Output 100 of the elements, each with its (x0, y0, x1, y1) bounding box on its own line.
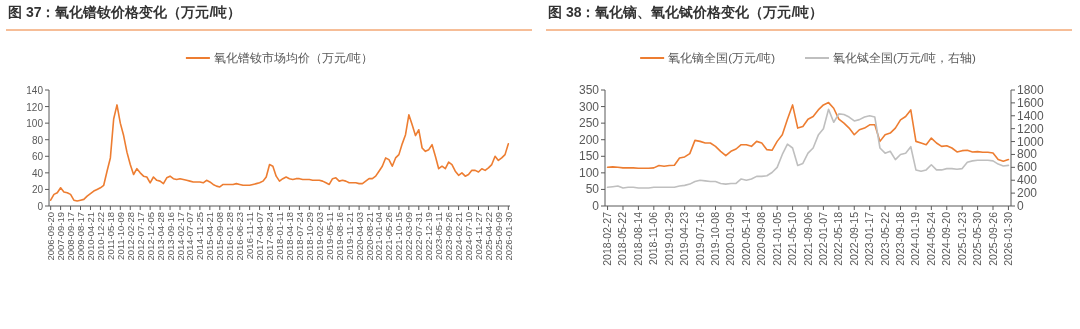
x-tick-label: 2023-09-18 (894, 211, 907, 266)
x-tick-label: 2024-07-10 (463, 212, 475, 261)
x-tick-label: 2014-02-17 (174, 212, 186, 261)
x-tick-label: 2023-09-26 (443, 212, 455, 261)
x-tick-label: 2017-08-24 (264, 212, 276, 261)
y-tick-label: 60 (31, 151, 44, 163)
y-tick-label: 0 (592, 199, 600, 213)
x-tick-label: 2020-08-21 (363, 212, 375, 261)
x-tick-label: 2021-01-04 (373, 212, 385, 261)
x-tick-label: 2021-05-26 (383, 212, 395, 261)
x-tick-label: 2023-05-22 (878, 211, 891, 266)
y2-tick-label: 1600 (1017, 95, 1045, 110)
y2-tick-label: 1800 (1017, 83, 1045, 97)
x-tick-label: 2015-09-08 (214, 212, 226, 261)
line-series (606, 101, 1010, 170)
y2-tick-label: 1200 (1017, 121, 1045, 136)
y-tick-label: 80 (31, 134, 44, 146)
y-tick-label: 20 (31, 184, 44, 196)
x-tick-label: 2006-09-20 (45, 212, 57, 261)
y-tick-label: 300 (578, 99, 600, 114)
x-tick-label: 2019-04-23 (678, 211, 691, 266)
x-tick-label: 2022-01-07 (816, 211, 829, 266)
y-tick-label: 0 (37, 201, 44, 212)
x-tick-label: 2022-05-18 (832, 211, 845, 266)
chart-title: 图 37：氧化镨钕价格变化（万元/吨） (8, 4, 242, 20)
x-tick-label: 2019-07-16 (693, 211, 706, 266)
y2-tick-label: 600 (1017, 160, 1038, 175)
x-tick-label: 2025-09-09 (492, 212, 504, 261)
x-tick-label: 2011-10-09 (114, 212, 126, 260)
x-tick-label: 2020-01-09 (724, 211, 737, 266)
x-tick-label: 2009-08-17 (75, 212, 87, 261)
x-tick-label: 2025-04-22 (482, 212, 494, 261)
x-tick-label: 2012-07-17 (134, 212, 146, 261)
x-tick-label: 2018-02-27 (601, 211, 614, 266)
chart-title: 图 38：氧化镝、氧化铽价格变化（万元/吨） (548, 4, 824, 20)
x-tick-label: 2018-04-18 (283, 212, 295, 261)
x-tick-label: 2012-02-28 (124, 212, 136, 261)
y-tick-label: 140 (26, 85, 44, 96)
legend-label: 氧化镨钕市场均价（万元/吨） (213, 51, 374, 65)
x-tick-label: 2010-12-22 (94, 212, 106, 261)
x-tick-label: 2025-01-23 (955, 211, 968, 266)
x-tick-label: 2018-05-22 (616, 211, 629, 266)
x-tick-label: 2019-11-21 (343, 212, 355, 260)
x-tick-label: 2024-02-21 (453, 212, 465, 261)
x-tick-label: 2021-01-05 (770, 211, 783, 266)
y2-tick-label: 1400 (1017, 108, 1045, 123)
x-tick-label: 2020-09-08 (755, 211, 768, 266)
x-tick-label: 2024-01-19 (909, 211, 922, 266)
line-series (606, 108, 1010, 189)
y-tick-label: 50 (585, 182, 600, 197)
y-tick-label: 250 (578, 116, 600, 131)
x-tick-label: 2025-09-26 (986, 211, 999, 266)
x-tick-label: 2019-01-29 (662, 211, 675, 266)
x-tick-label: 2018-01-11 (274, 212, 285, 260)
x-tick-label: 2024-05-24 (924, 211, 937, 266)
x-tick-label: 2016-11-11 (244, 212, 256, 260)
y-tick-label: 40 (31, 167, 44, 179)
x-tick-label: 2024-09-20 (940, 211, 953, 266)
x-tick-label: 2026-01-30 (502, 212, 514, 261)
x-tick-label: 2023-05-11 (433, 212, 445, 260)
x-tick-label: 2018-11-06 (647, 211, 660, 265)
x-tick-label: 2012-12-05 (144, 212, 156, 261)
x-tick-label: 2022-09-15 (847, 211, 860, 266)
x-tick-label: 2018-08-14 (631, 211, 644, 266)
x-tick-label: 2014-11-25 (194, 212, 206, 260)
x-tick-label: 2021-05-10 (786, 211, 799, 266)
legend-label: 氧化铽全国(万元/吨，右轴) (833, 52, 977, 64)
legend-label: 氧化镝全国(万元/吨) (668, 52, 776, 64)
y-tick-label: 120 (26, 101, 44, 113)
y-tick-label: 100 (26, 118, 44, 130)
x-tick-label: 2019-05-11 (323, 212, 335, 260)
x-tick-label: 2020-04-03 (353, 212, 365, 261)
line-series (49, 104, 510, 202)
y-tick-label: 150 (578, 149, 600, 164)
y2-tick-label: 400 (1017, 173, 1038, 188)
x-tick-label: 2019-02-03 (313, 212, 325, 261)
y-tick-label: 200 (578, 132, 600, 147)
x-tick-label: 2022-03-09 (403, 212, 415, 261)
x-tick-label: 2018-07-24 (293, 212, 305, 261)
y-tick-label: 100 (578, 165, 600, 180)
x-tick-label: 2020-05-14 (739, 211, 752, 266)
x-tick-label: 2016-06-23 (234, 212, 246, 261)
x-tick-label: 2014-07-07 (184, 212, 196, 261)
x-tick-label: 2021-10-15 (393, 212, 405, 261)
x-tick-label: 2019-10-08 (708, 211, 721, 266)
y2-tick-label: 800 (1017, 147, 1038, 162)
y-tick-label: 350 (578, 83, 600, 97)
x-tick-label: 2023-01-17 (863, 211, 876, 266)
y2-tick-label: 200 (1017, 186, 1038, 201)
x-tick-label: 2008-09-17 (65, 212, 77, 261)
x-tick-label: 2011-05-18 (104, 212, 116, 260)
x-tick-label: 2013-04-28 (154, 212, 166, 261)
x-tick-label: 2025-05-30 (971, 211, 984, 266)
x-tick-label: 2018-10-29 (303, 212, 315, 261)
x-tick-label: 2022-12-19 (423, 212, 435, 261)
x-tick-label: 2026-01-30 (1001, 211, 1014, 266)
x-tick-label: 2021-09-06 (801, 211, 814, 266)
y2-tick-label: 0 (1017, 199, 1024, 213)
x-tick-label: 2022-07-31 (413, 212, 425, 261)
x-tick-label: 2016-01-28 (224, 212, 236, 261)
